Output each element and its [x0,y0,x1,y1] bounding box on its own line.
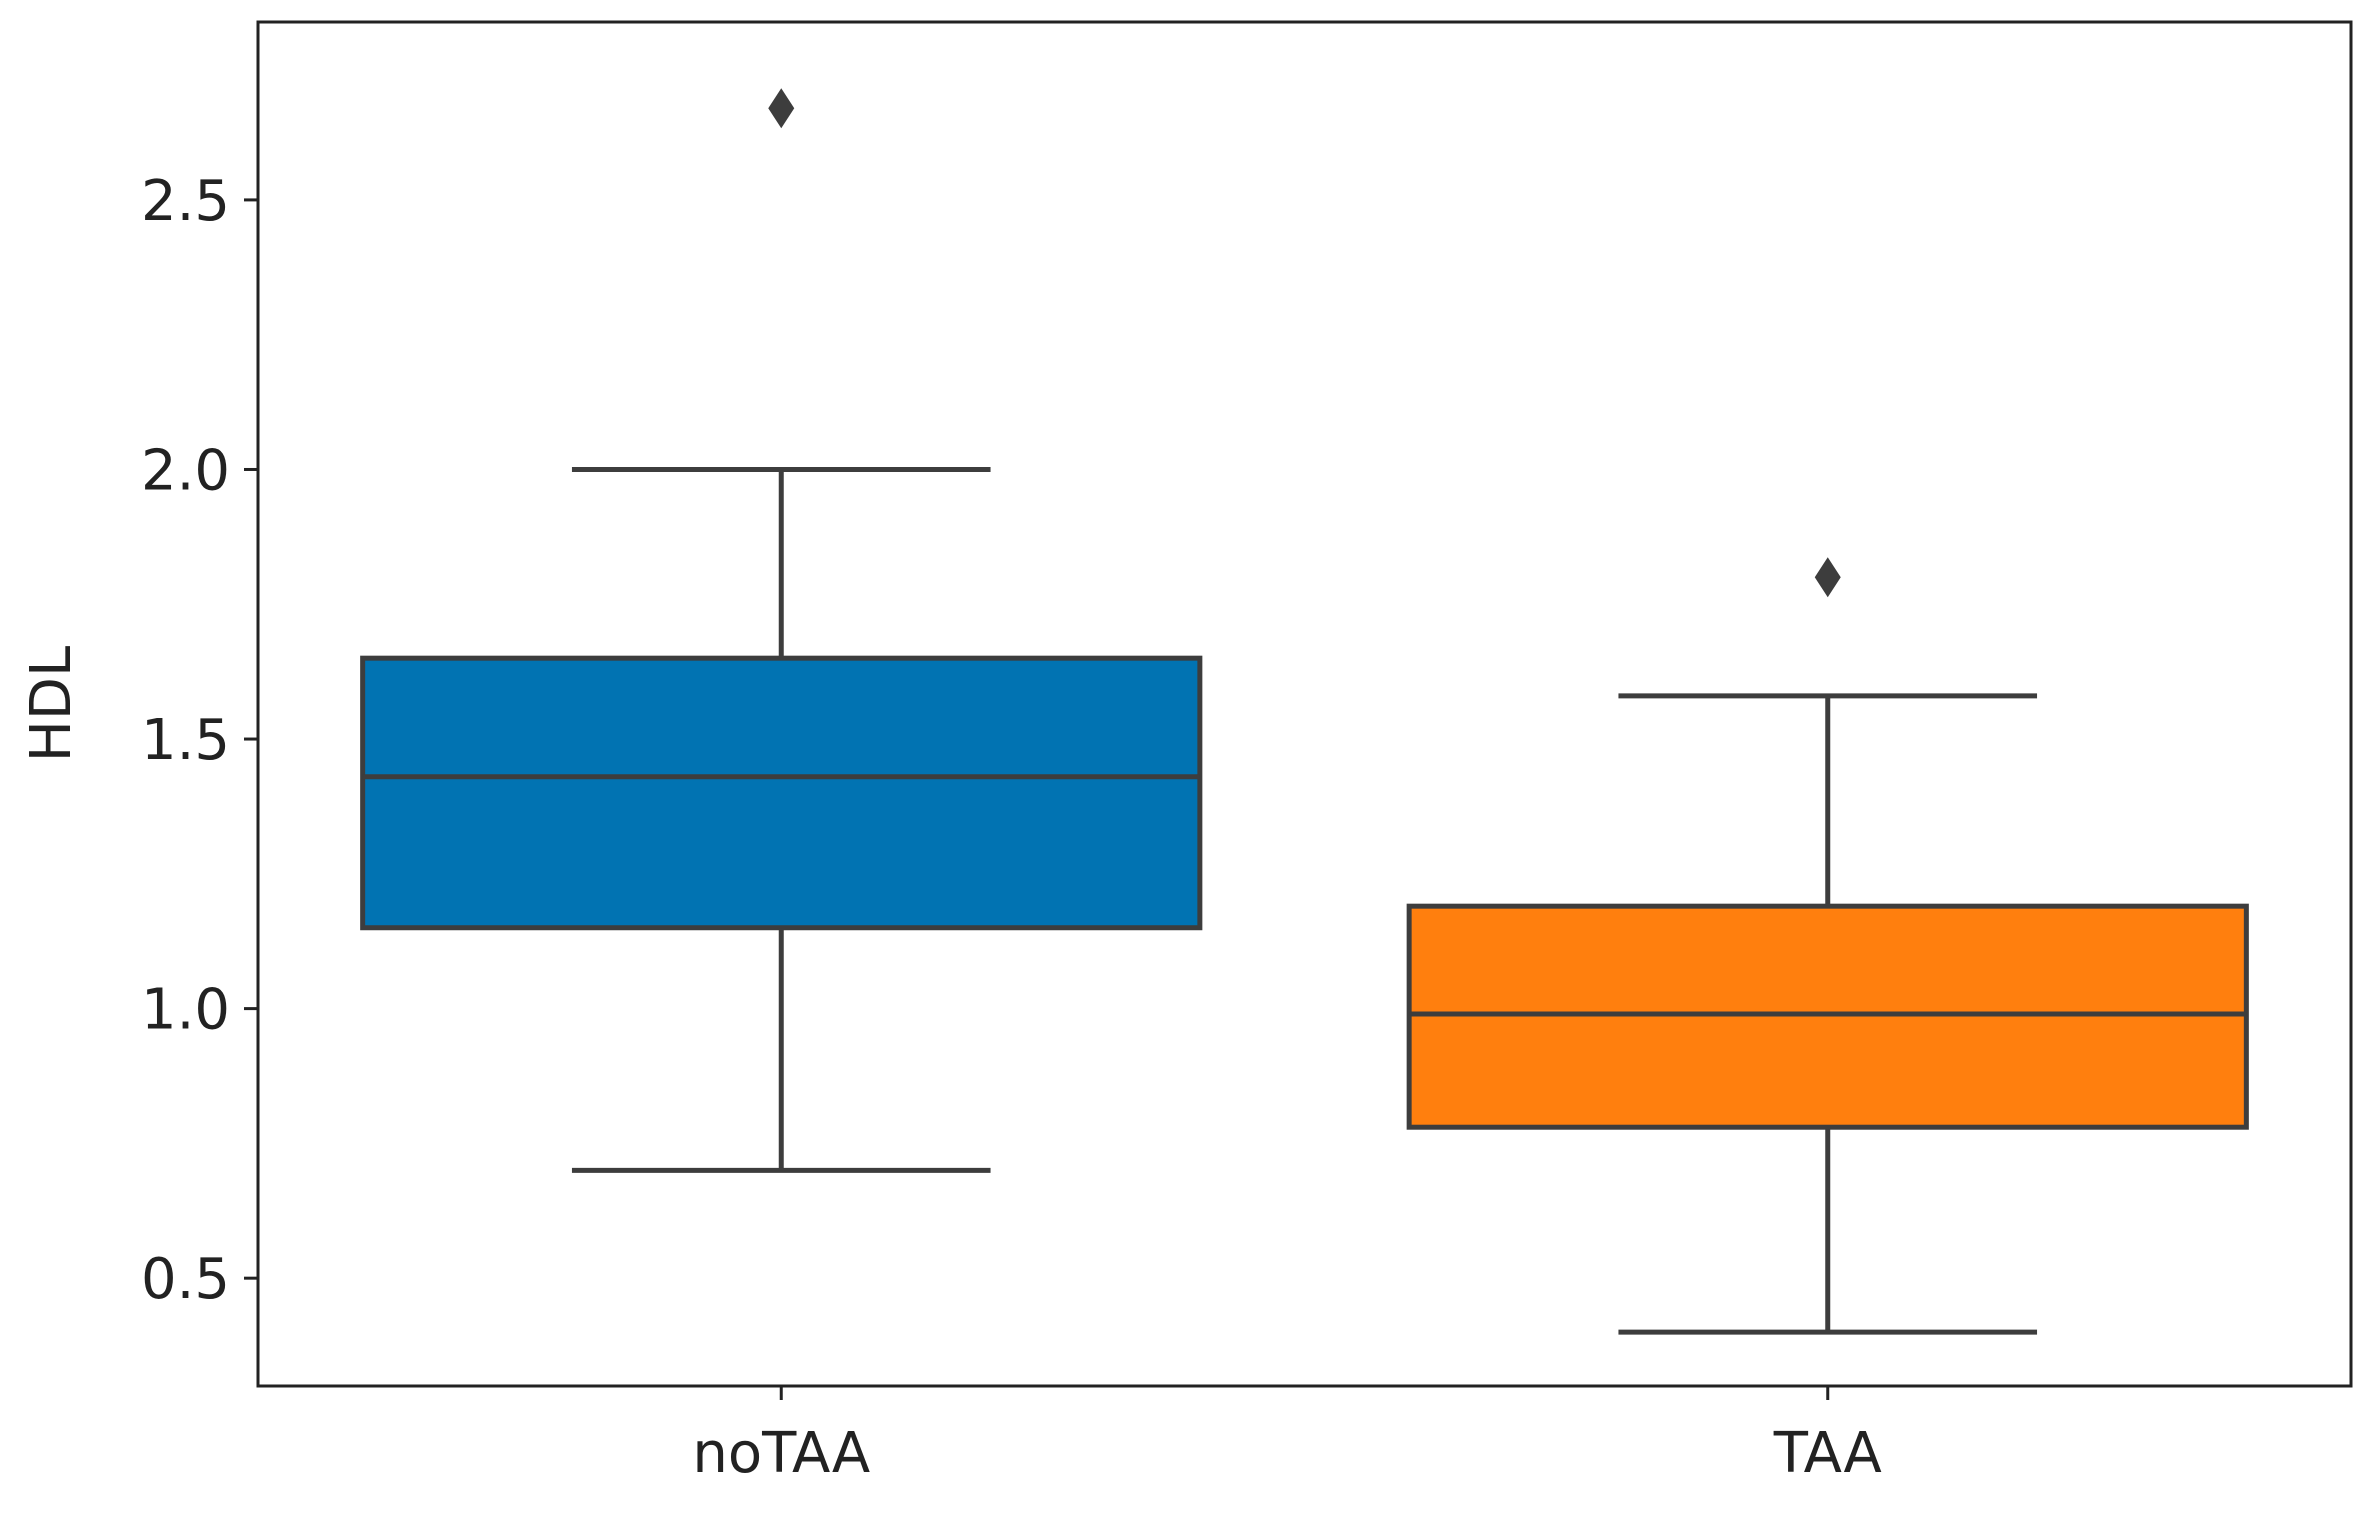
y-tick-label-3: 2.0 [141,438,230,503]
y-axis-label: HDL [19,646,84,762]
outlier-notaa-0 [768,88,795,129]
box-group-notaa [360,88,1203,1173]
y-axis: 0.5 1.0 1.5 2.0 2.5 [141,169,258,1312]
box-notaa [360,655,1203,931]
chart-marks [360,88,2249,1335]
x-axis: noTAA TAA [692,1386,1882,1486]
y-tick-label-2: 1.5 [141,708,230,773]
y-tick-label-1: 1.0 [141,978,230,1043]
x-tick-label-notaa: noTAA [692,1421,870,1486]
box-group-taa [1406,557,2249,1335]
plot-frame [256,20,2353,1388]
x-tick-label-taa: TAA [1773,1421,1882,1486]
outlier-taa-0 [1814,557,1841,598]
box-taa [1406,903,2249,1130]
y-tick-label-4: 2.5 [141,169,230,234]
y-tick-label-0: 0.5 [141,1247,230,1312]
